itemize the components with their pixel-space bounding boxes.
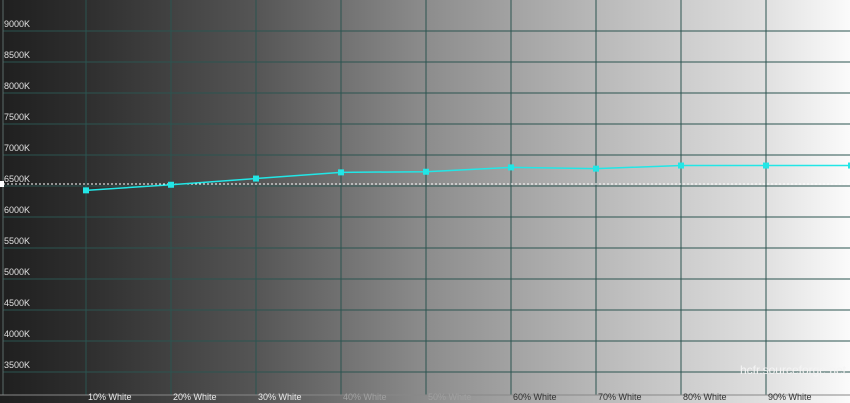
data-point — [168, 181, 174, 188]
y-tick-label: 4000K — [4, 329, 30, 339]
y-tick-label: 6000K — [4, 205, 30, 215]
y-tick-label: 9000K — [4, 19, 30, 29]
x-tick-label: 70% White — [598, 392, 642, 402]
series-line — [85, 164, 850, 192]
data-point — [83, 187, 89, 194]
y-tick-label: 8000K — [4, 81, 30, 91]
data-point — [763, 162, 769, 169]
x-tick-label: 20% White — [173, 392, 217, 402]
y-tick-label: 4500K — [4, 298, 30, 308]
data-point — [253, 175, 259, 182]
reference-marker — [0, 181, 4, 187]
x-tick-label: 80% White — [683, 392, 727, 402]
x-tick-label: 40% White — [343, 392, 387, 402]
y-tick-label: 7500K — [4, 112, 30, 122]
data-point — [848, 162, 850, 169]
x-tick-label: 60% White — [513, 392, 557, 402]
x-tick-label: 50% White — [428, 392, 472, 402]
x-tick-label: 30% White — [258, 392, 302, 402]
data-point — [338, 169, 344, 176]
y-tick-label: 5500K — [4, 236, 30, 246]
x-tick-label: 90% White — [768, 392, 812, 402]
data-point — [508, 164, 514, 171]
y-tick-label: 3500K — [4, 360, 30, 370]
data-point — [423, 168, 429, 175]
x-tick-label: 10% White — [88, 392, 132, 402]
y-tick-label: 5000K — [4, 267, 30, 277]
y-tick-label: 6500K — [4, 174, 30, 184]
y-tick-label: 7000K — [4, 143, 30, 153]
data-point — [678, 162, 684, 169]
watermark: hcfr.sourceforge.net — [740, 363, 847, 377]
y-tick-label: 8500K — [4, 50, 30, 60]
data-point — [593, 165, 599, 172]
